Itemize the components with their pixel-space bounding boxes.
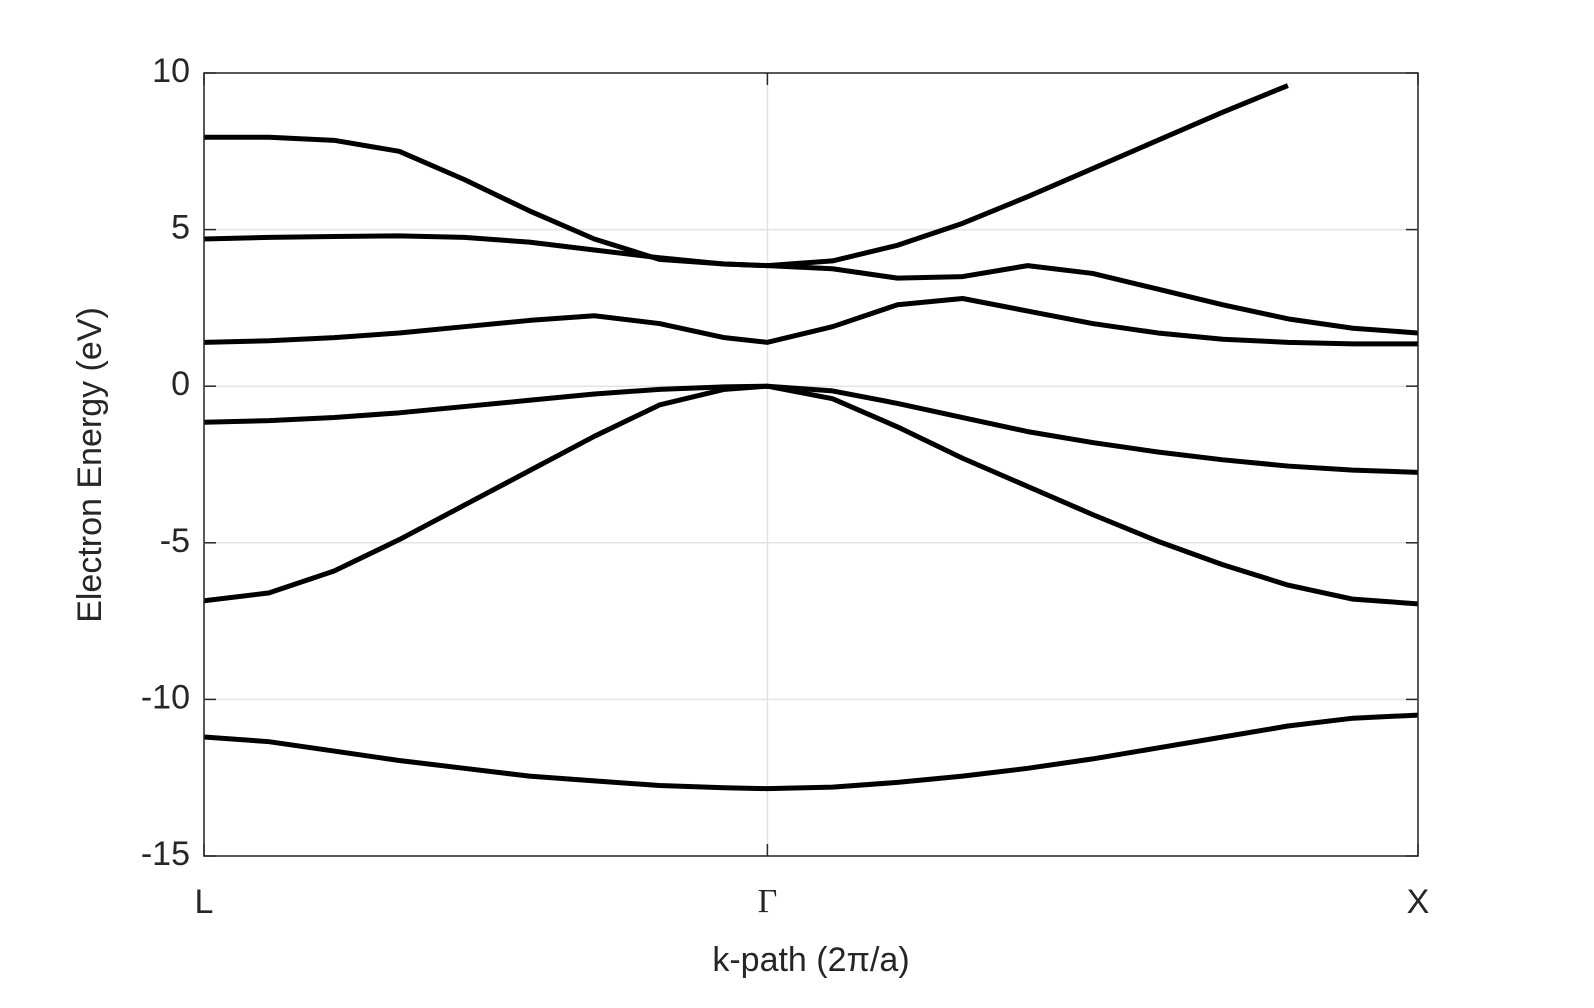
y-tick-label: -10 [141,678,190,716]
x-tick-label: X [1407,883,1430,921]
band-line [204,83,1289,269]
y-tick-label: 0 [171,365,190,403]
band-line [204,383,1418,475]
y-tick-label: -5 [160,522,190,560]
x-tick-label: L [195,883,214,921]
y-axis-label: Electron Energy (eV) [71,307,109,623]
band-line [204,712,1418,792]
y-tick-label: -15 [141,835,190,873]
y-tick-label: 10 [152,52,190,90]
y-tick-label: 5 [171,209,190,247]
band-line [204,233,1418,336]
x-axis-label: k-path (2π/a) [712,941,909,979]
x-tick-label: Γ [758,883,778,920]
band-line [204,383,1418,607]
band-line [204,296,1418,347]
plot-frame [203,72,1419,857]
